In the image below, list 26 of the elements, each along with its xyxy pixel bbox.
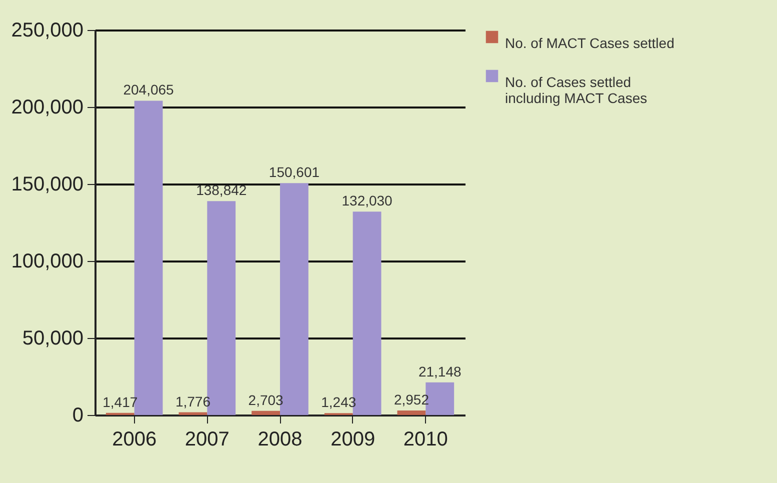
y-tick-label: 250,000 [11, 20, 84, 42]
bar [397, 410, 426, 415]
x-tick-label: 2008 [258, 428, 302, 450]
x-tick-label: 2006 [112, 428, 157, 450]
data-label: 150,601 [268, 164, 320, 180]
y-tick-label: 150,000 [11, 174, 84, 196]
y-tick-label: 0 [72, 404, 84, 426]
data-label: 138,842 [196, 182, 247, 198]
data-label: 2,952 [394, 391, 430, 408]
legend-label: No. of Cases settled including MACT Cases [505, 74, 648, 106]
data-label: 1,776 [175, 393, 211, 410]
x-tick-label: 2007 [184, 428, 230, 450]
data-label: 132,030 [342, 192, 393, 209]
data-label: 2,703 [248, 392, 284, 408]
data-label: 1,417 [102, 394, 138, 410]
legend-label: No. of MACT Cases settled [505, 35, 674, 51]
y-tick-label: 50,000 [22, 328, 84, 350]
data-label: 1,243 [321, 394, 356, 410]
bar [252, 410, 280, 415]
y-tick-label: 100,000 [11, 250, 84, 272]
x-tick-label: 2009 [330, 428, 376, 450]
bar [178, 412, 208, 415]
data-label: 204,065 [123, 82, 174, 98]
data-label: 21,148 [418, 363, 462, 380]
x-tick-label: 2010 [403, 428, 448, 450]
y-tick-label: 200,000 [11, 96, 84, 118]
